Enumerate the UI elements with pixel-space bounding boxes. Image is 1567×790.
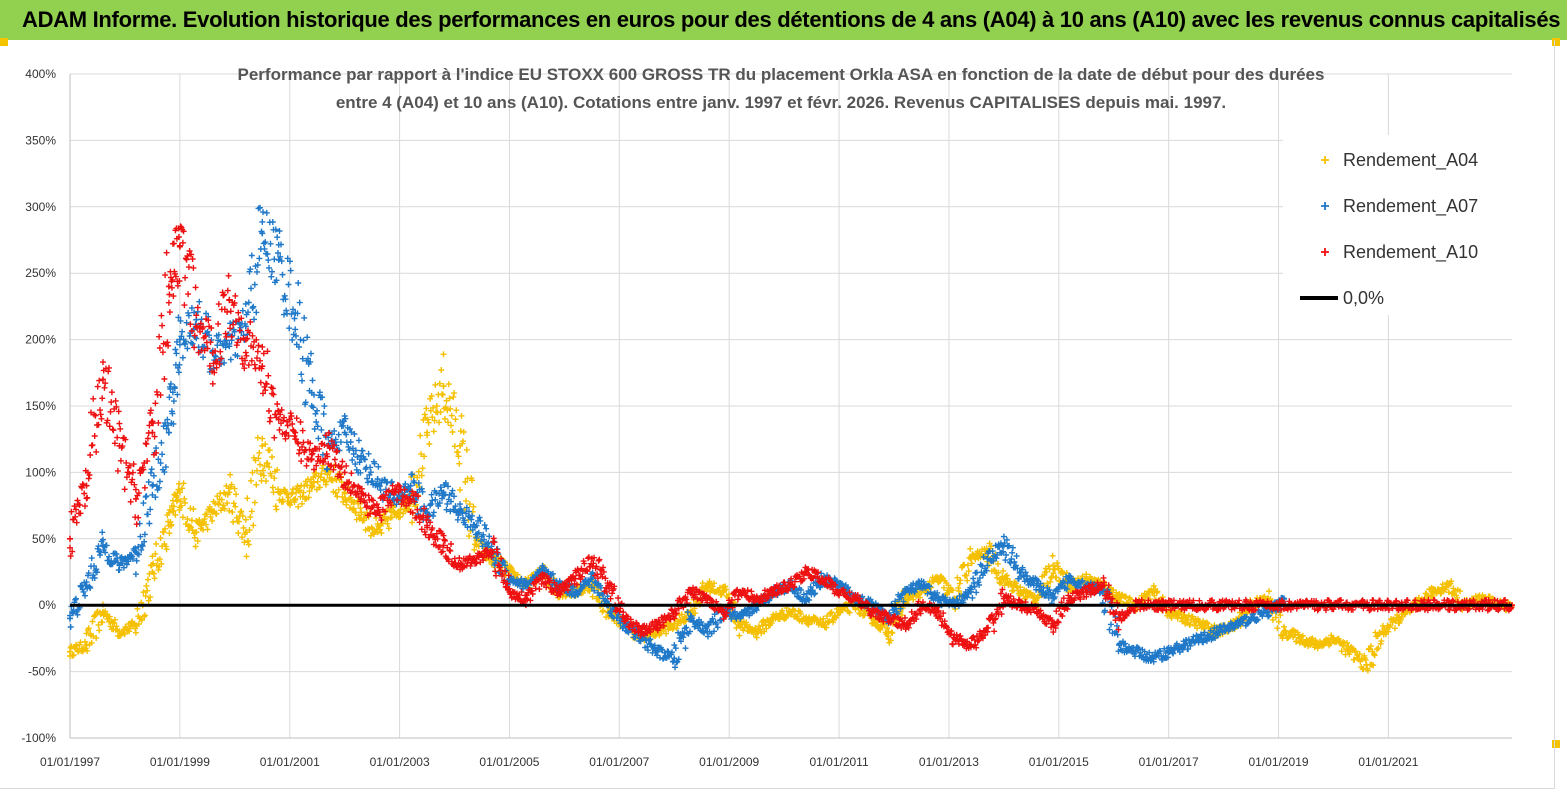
- legend-box: [1283, 135, 1528, 315]
- y-tick-label: 250%: [25, 266, 56, 280]
- legend-plus-icon: [1321, 248, 1329, 256]
- x-tick-label: 01/01/2015: [1029, 755, 1089, 769]
- corner-marker: [1552, 38, 1560, 46]
- x-tick-label: 01/01/2021: [1358, 755, 1418, 769]
- corner-marker: [1552, 740, 1560, 748]
- legend-label: Rendement_A10: [1343, 242, 1478, 263]
- legend-item: Rendement_A10: [1321, 242, 1478, 263]
- legend: Rendement_A04 Rendement_A07 Rendement_A10 0…: [1283, 135, 1528, 315]
- legend-label: Rendement_A07: [1343, 196, 1478, 217]
- series-Rendement_A10: [67, 223, 1515, 652]
- point-Rendement_A10: [165, 283, 172, 290]
- point-Rendement_A10: [440, 542, 447, 549]
- y-tick-label: 100%: [25, 465, 56, 479]
- x-tick-label: 01/01/1999: [150, 755, 210, 769]
- point-Rendement_A07: [374, 476, 381, 483]
- x-tick-label: 01/01/2005: [479, 755, 539, 769]
- x-tick-label: 01/01/2001: [260, 755, 320, 769]
- y-tick-label: -50%: [28, 665, 56, 679]
- y-tick-label: 50%: [32, 532, 56, 546]
- y-tick-label: 400%: [25, 67, 56, 81]
- chart-title-line2: entre 4 (A04) et 10 ans (A10). Cotations…: [336, 93, 1226, 112]
- x-tick-label: 01/01/2003: [370, 755, 430, 769]
- point-Rendement_A10: [132, 495, 139, 502]
- y-tick-label: 350%: [25, 133, 56, 147]
- point-Rendement_A10: [67, 535, 73, 542]
- y-tick-label: 150%: [25, 399, 56, 413]
- corner-marker: [0, 38, 8, 46]
- x-tick-label: 01/01/1997: [40, 755, 100, 769]
- legend-item: Rendement_A04: [1321, 150, 1478, 171]
- chart-frame: [0, 40, 1555, 789]
- point-Rendement_A10: [341, 469, 348, 476]
- x-tick-label: 01/01/2011: [809, 755, 868, 769]
- point-Rendement_A04: [259, 442, 266, 449]
- point-Rendement_A04: [440, 383, 447, 390]
- x-tick-label: 01/01/2009: [699, 755, 759, 769]
- legend-plus-icon: [1321, 156, 1329, 164]
- point-Rendement_A04: [1050, 562, 1057, 569]
- y-tick-label: 300%: [25, 200, 56, 214]
- x-tick-label: 01/01/2007: [589, 755, 649, 769]
- point-Rendement_A04: [358, 509, 365, 516]
- y-tick-label: -100%: [21, 731, 56, 745]
- title-banner: ADAM Informe. Evolution historique des p…: [0, 0, 1567, 40]
- legend-item: 0,0%: [1300, 288, 1384, 308]
- legend-label: 0,0%: [1343, 288, 1384, 308]
- legend-plus-icon: [1321, 202, 1329, 210]
- banner-title: ADAM Informe. Evolution historique des p…: [22, 7, 1561, 32]
- point-cloud-Rendement_A04: [67, 351, 1515, 674]
- x-tick-label: 01/01/2013: [919, 755, 979, 769]
- x-axis: 01/01/1997 01/01/1999 01/01/2001 01/01/2003…: [40, 737, 1512, 769]
- y-axis: -100% -50% 0% 50% 100% 150% 200% 250% 300% 350% 40…: [21, 67, 71, 745]
- x-tick-label: 01/01/2019: [1249, 755, 1309, 769]
- series-Rendement_A04: [67, 351, 1515, 674]
- legend-label: Rendement_A04: [1343, 150, 1478, 171]
- point-Rendement_A10: [99, 376, 106, 383]
- point-Rendement_A07: [275, 256, 282, 263]
- chart-title-line1: Performance par rapport à l'indice EU ST…: [238, 65, 1325, 84]
- series-Rendement_A07: [67, 204, 1288, 671]
- y-tick-label: 200%: [25, 333, 56, 347]
- x-tick-label: 01/01/2017: [1139, 755, 1199, 769]
- legend-item: Rendement_A07: [1321, 196, 1478, 217]
- point-Rendement_A07: [984, 555, 991, 562]
- point-cloud-Rendement_A10: [67, 223, 1515, 652]
- y-tick-label: 0%: [39, 598, 57, 612]
- point-Rendement_A07: [671, 655, 678, 662]
